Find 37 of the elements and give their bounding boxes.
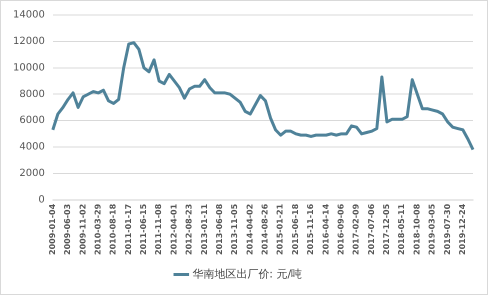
x-tick-label: 2019-03-05 — [428, 203, 437, 255]
x-tick-label: 2011-06-15 — [139, 203, 148, 255]
x-tick-label: 2016-09-06 — [336, 203, 346, 255]
y-tick-label: 10000 — [13, 62, 45, 74]
y-tick-label: 14000 — [13, 10, 45, 21]
x-tick-label: 2011-11-08 — [154, 203, 164, 255]
x-tick-label: 2015-01-21 — [276, 203, 285, 255]
x-tick-label: 2017-12-05 — [382, 203, 392, 255]
y-tick-label: 2000 — [19, 168, 45, 180]
x-tick-label: 2019-12-24 — [458, 203, 467, 255]
y-tick-label: 0 — [38, 194, 45, 206]
legend-label: 华南地区出厂价: 元/吨 — [192, 267, 302, 280]
x-tick-label: 2012-04-01 — [169, 203, 178, 255]
x-tick-label: 2017-07-06 — [366, 203, 376, 255]
x-tick-label: 2018-05-11 — [397, 203, 406, 255]
y-tick-label: 4000 — [19, 142, 45, 153]
x-tick-label: 2019-07-30 — [442, 203, 452, 255]
x-tick-label: 2012-08-23 — [184, 204, 194, 255]
x-tick-label: 2014-08-26 — [260, 203, 270, 255]
x-tick-label: 2016-04-14 — [321, 203, 330, 255]
x-tick-label: 2009-01-04 — [48, 203, 57, 255]
x-tick-label: 2013-06-08 — [214, 203, 224, 255]
x-tick-label: 2015-11-16 — [306, 203, 316, 255]
x-tick-label: 2009-11-02 — [78, 204, 88, 255]
x-tick-label: 2015-06-18 — [290, 203, 300, 255]
x-tick-label: 2009-06-03 — [63, 204, 72, 255]
y-tick-label: 12000 — [13, 36, 45, 47]
y-tick-label: 6000 — [19, 115, 45, 126]
x-tick-label: 2013-01-11 — [200, 203, 209, 255]
y-tick-label: 8000 — [19, 88, 45, 100]
x-tick-label: 2018-10-08 — [412, 203, 422, 255]
x-tick-label: 2014-04-02 — [245, 204, 254, 255]
x-tick-label: 2017-02-09 — [352, 203, 361, 255]
x-tick-label: 2013-11-05 — [230, 203, 240, 255]
x-tick-label: 2010-08-18 — [108, 203, 118, 255]
x-tick-label: 2011-01-17 — [124, 204, 133, 255]
x-tick-label: 2010-03-29 — [93, 203, 102, 255]
